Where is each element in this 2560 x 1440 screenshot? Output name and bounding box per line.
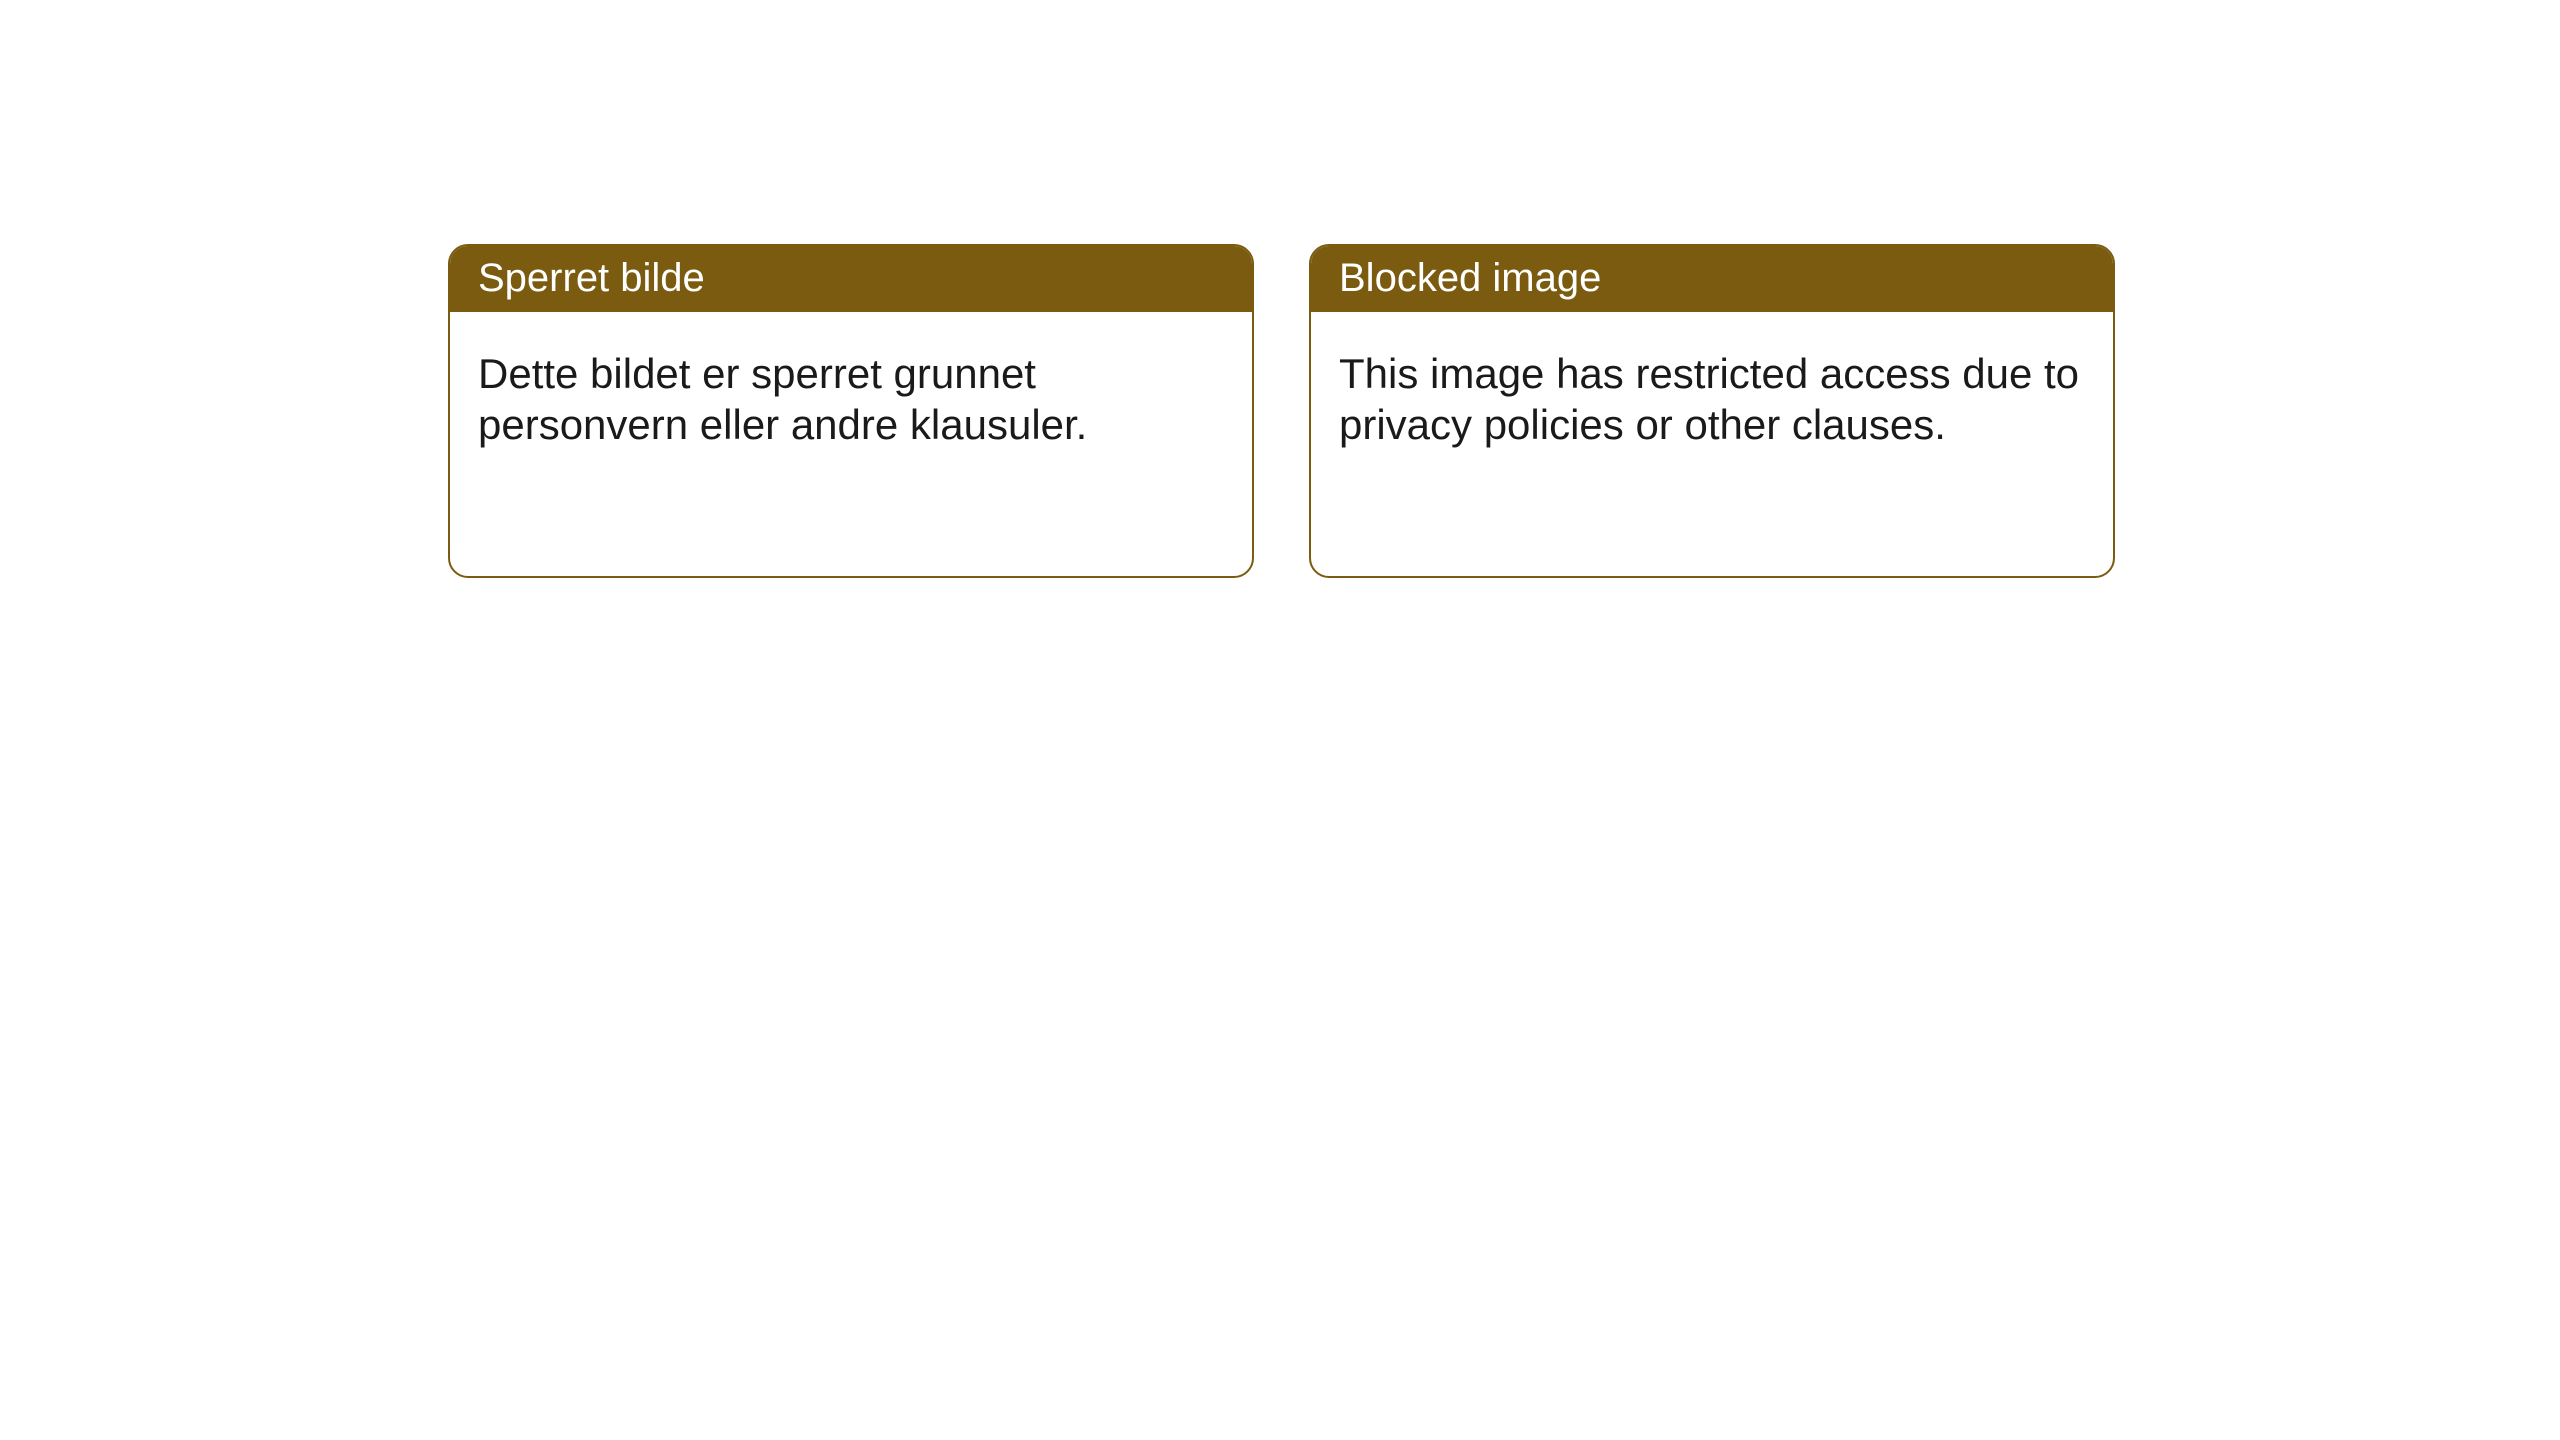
notice-body-en: This image has restricted access due to … bbox=[1311, 312, 2113, 478]
notice-header-en: Blocked image bbox=[1311, 246, 2113, 312]
notice-body-no: Dette bildet er sperret grunnet personve… bbox=[450, 312, 1252, 478]
notice-header-no: Sperret bilde bbox=[450, 246, 1252, 312]
notice-card-en: Blocked image This image has restricted … bbox=[1309, 244, 2115, 578]
notice-container: Sperret bilde Dette bildet er sperret gr… bbox=[0, 0, 2560, 578]
notice-card-no: Sperret bilde Dette bildet er sperret gr… bbox=[448, 244, 1254, 578]
